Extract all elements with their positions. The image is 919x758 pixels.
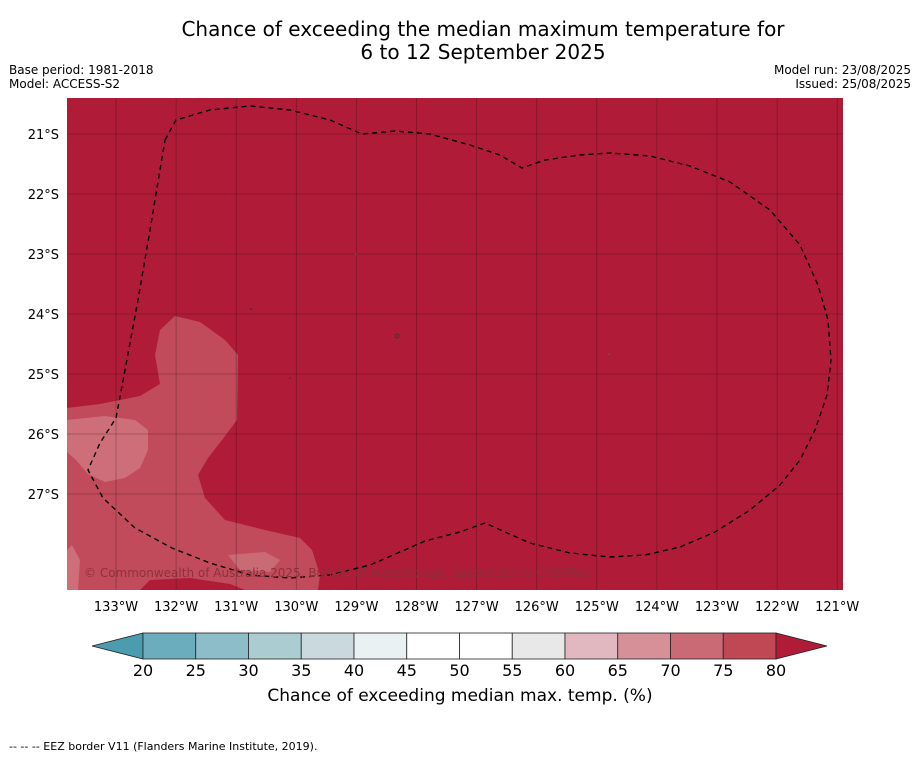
colorbar-bin: [670, 632, 724, 660]
colorbar-bin: [300, 632, 355, 660]
meta-left: Base period: 1981-2018 Model: ACCESS-S2: [9, 63, 154, 91]
colorbar-tick-label: 55: [502, 661, 522, 680]
title-line-1: Chance of exceeding the median maximum t…: [181, 17, 785, 41]
island-marker: [608, 353, 610, 355]
eez-footnote: -- -- -- EEZ border V11 (Flanders Marine…: [9, 740, 318, 753]
longitude-label: 130°W: [274, 600, 318, 615]
latitude-label: 23°S: [28, 248, 59, 263]
colorbar-tick-label: 25: [186, 661, 206, 680]
colorbar-tick-label: 60: [555, 661, 575, 680]
colorbar-bin: [459, 632, 513, 660]
issued-date: Issued: 25/08/2025: [795, 77, 911, 91]
longitude-label: 126°W: [515, 600, 559, 615]
colorbar-bin: [195, 632, 249, 660]
colorbar-extend-low: [91, 632, 144, 660]
colorbar-title: Chance of exceeding median max. temp. (%…: [267, 686, 653, 706]
latitude-label: 24°S: [28, 308, 59, 323]
probability-field-70-b: [67, 545, 80, 590]
colorbar-bin: [722, 632, 777, 660]
copyright-notice: © Commonwealth of Australia 2025, Bureau…: [84, 566, 589, 580]
colorbar-bin: [564, 632, 619, 660]
colorbar-tick-label: 70: [660, 661, 680, 680]
colorbar-bin: [142, 632, 197, 660]
colorbar-bin: [353, 632, 408, 660]
latitude-label: 25°S: [28, 368, 59, 383]
island-marker: [289, 377, 291, 379]
colorbar-tick-label: 80: [766, 661, 786, 680]
title-line-2: 6 to 12 September 2025: [360, 40, 606, 64]
colorbar-tick-label: 65: [608, 661, 628, 680]
model-name: Model: ACCESS-S2: [9, 77, 121, 91]
island-marker: [355, 253, 357, 255]
probability-field-80-patch: [140, 578, 245, 590]
island-marker: [250, 308, 252, 310]
latitude-label: 22°S: [28, 188, 59, 203]
longitude-label: 129°W: [334, 600, 378, 615]
longitude-label: 131°W: [214, 600, 258, 615]
map-figure: © Commonwealth of Australia 2025, Bureau…: [28, 98, 860, 680]
colorbar-tick-label: 40: [344, 661, 364, 680]
latitude-label: 26°S: [28, 428, 59, 443]
colorbar: 20 25 30 35 40 45 50 55 60 65 70 75 80: [91, 632, 828, 680]
colorbar-tick-label: 20: [133, 661, 153, 680]
colorbar-bin: [248, 632, 302, 660]
island-marker: [394, 333, 400, 339]
longitude-label: 122°W: [755, 600, 799, 615]
longitude-label: 133°W: [94, 600, 138, 615]
colorbar-bin: [511, 632, 566, 660]
meta-right: Model run: 23/08/2025 Issued: 25/08/2025: [774, 63, 911, 91]
latitude-labels: 21°S 22°S 23°S 24°S 25°S 26°S 27°S: [28, 128, 59, 503]
probability-field-70-c: [228, 552, 280, 572]
longitude-labels: 133°W 132°W 131°W 130°W 129°W 128°W 127°W 126°W…: [94, 600, 860, 615]
probability-field-70-a: [67, 416, 148, 482]
colorbar-bin: [617, 632, 671, 660]
longitude-label: 128°W: [394, 600, 438, 615]
longitude-label: 123°W: [695, 600, 739, 615]
longitude-label: 124°W: [635, 600, 679, 615]
latitude-label: 27°S: [28, 488, 59, 503]
base-period: Base period: 1981-2018: [9, 63, 154, 77]
probability-field-75: [67, 316, 320, 590]
colorbar-tick-label: 75: [713, 661, 733, 680]
model-run: Model run: 23/08/2025: [773, 63, 911, 77]
longitude-label: 127°W: [455, 600, 499, 615]
colorbar-tick-label: 30: [238, 661, 258, 680]
graticule: [67, 98, 843, 590]
chart-title: Chance of exceeding the median maximum t…: [100, 18, 866, 64]
colorbar-tick-label: 35: [291, 661, 311, 680]
colorbar-bin: [406, 632, 460, 660]
latitude-label: 21°S: [28, 128, 59, 143]
longitude-label: 121°W: [815, 600, 859, 615]
map-panel: [67, 98, 843, 590]
colorbar-tick-label: 50: [449, 661, 469, 680]
longitude-label: 132°W: [154, 600, 198, 615]
colorbar-extend-high: [775, 632, 828, 660]
eez-border: [87, 105, 832, 579]
colorbar-tick-label: 45: [397, 661, 417, 680]
longitude-label: 125°W: [575, 600, 619, 615]
